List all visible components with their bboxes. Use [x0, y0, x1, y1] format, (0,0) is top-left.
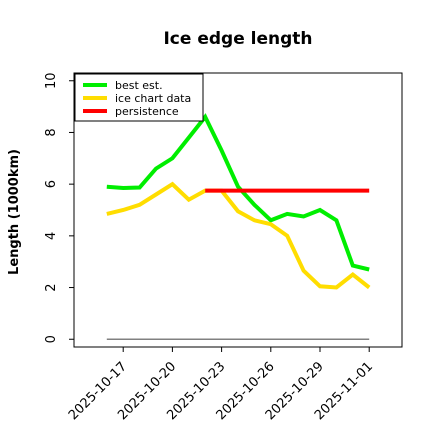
legend-label: best est. [115, 79, 163, 92]
y-tick-label: 2 [44, 283, 59, 291]
plot-area: 02468102025-10-172025-10-202025-10-23202… [44, 72, 403, 423]
chart-title: Ice edge length [163, 29, 312, 49]
series-line-best-est [106, 113, 370, 272]
y-axis-label: Length (1000km) [7, 149, 22, 275]
legend-label: persistence [115, 105, 179, 118]
y-tick-label: 10 [44, 72, 59, 89]
legend-label: ice chart data [115, 92, 191, 105]
y-tick-label: 6 [44, 180, 59, 188]
y-tick-label: 4 [44, 232, 59, 240]
series-line-ice-chart-data [106, 181, 371, 290]
y-tick-label: 8 [44, 128, 59, 136]
y-tick-label: 0 [44, 335, 59, 343]
plot-frame [73, 72, 403, 348]
